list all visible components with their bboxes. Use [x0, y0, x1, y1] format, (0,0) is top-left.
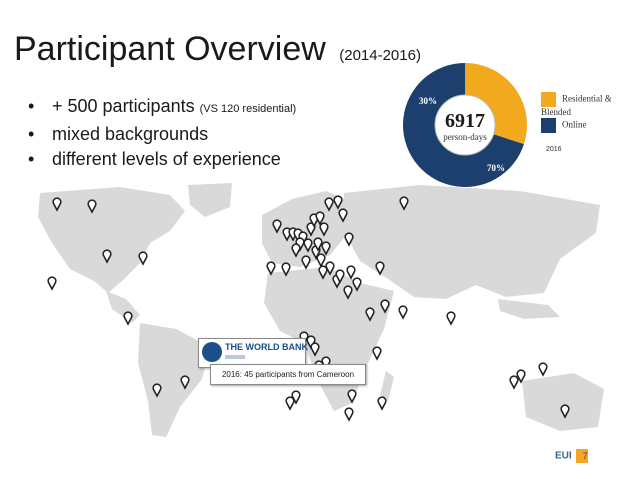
map-pin	[346, 265, 356, 280]
map-pin	[266, 261, 276, 276]
map-pin	[102, 249, 112, 264]
map-pin	[324, 197, 334, 212]
map-pin	[301, 255, 311, 270]
map-pin	[291, 390, 301, 405]
bullet-experience-text: different levels of experience	[52, 149, 281, 169]
legend-swatch-online	[541, 118, 556, 133]
globe-icon	[202, 342, 222, 362]
map-pin	[306, 222, 316, 237]
slice-label-online: 70%	[487, 163, 505, 173]
donut-hole	[434, 94, 496, 156]
map-pin	[272, 219, 282, 234]
page-number: 7	[575, 449, 588, 463]
landmass-central-america	[106, 291, 140, 323]
world-bank-logo-text: THE WORLD BANK	[225, 342, 308, 352]
eui-logo: EUI 7	[555, 449, 588, 463]
legend-label-residential: Residential & Blended	[541, 93, 612, 117]
map-pin	[281, 262, 291, 277]
map-pin	[313, 237, 323, 252]
slice-label-residential: 30%	[419, 96, 437, 106]
map-pin	[123, 311, 133, 326]
map-pin	[285, 396, 295, 411]
map-pin	[180, 375, 190, 390]
map-pin	[316, 253, 326, 268]
map-pin	[321, 241, 331, 256]
map-pin	[509, 375, 519, 390]
map-pin	[344, 407, 354, 422]
map-pin	[333, 195, 343, 210]
bullet-backgrounds-text: mixed backgrounds	[52, 124, 209, 144]
map-pin	[560, 404, 570, 419]
landmass-south-america	[138, 323, 210, 437]
donut-slice-0	[465, 63, 527, 145]
donut-slice-1	[403, 63, 524, 187]
map-pin	[52, 197, 62, 212]
bullet-experience: different levels of experience	[28, 147, 296, 172]
map-pin	[347, 389, 357, 404]
map-markers	[47, 195, 570, 422]
slide-title: Participant Overview (2014-2016)	[14, 30, 421, 69]
map-pin	[343, 285, 353, 300]
map-pin	[303, 238, 313, 253]
map-pin	[538, 362, 548, 377]
donut-slices	[403, 63, 527, 187]
map-pin	[325, 261, 335, 276]
landmass-australia	[522, 373, 604, 431]
bullet-participants-note: (VS 120 residential)	[199, 103, 297, 115]
donut-chart: 6917 person-days 30% 70%	[403, 63, 527, 187]
title-text: Participant Overview	[14, 30, 326, 68]
bullet-participants: + 500 participants (VS 120 residential)	[28, 94, 296, 122]
map-pin	[377, 396, 387, 411]
landmass-asia	[344, 185, 600, 299]
chart-year: 2016	[546, 146, 562, 153]
legend-online: Online	[541, 118, 587, 133]
legend-label-online: Online	[562, 119, 587, 130]
map-pin	[399, 196, 409, 211]
map-pin	[138, 251, 148, 266]
bullet-backgrounds: mixed backgrounds	[28, 122, 296, 147]
map-pin	[335, 269, 345, 284]
map-pin	[291, 243, 301, 258]
map-pin	[372, 346, 382, 361]
map-pin	[47, 276, 57, 291]
map-pin	[398, 305, 408, 320]
bullet-list: + 500 participants (VS 120 residential) …	[28, 94, 296, 172]
donut-unit: person-days	[443, 132, 487, 142]
legend-residential: Residential & Blended	[541, 92, 638, 117]
title-years: (2014-2016)	[339, 47, 421, 64]
map-pin	[152, 383, 162, 398]
cameroon-caption: 2016: 45 participants from Cameroon	[210, 364, 366, 385]
landmass-southeast-asia	[498, 299, 560, 319]
landmass-madagascar	[380, 371, 394, 401]
world-map	[38, 183, 604, 437]
map-pin	[344, 232, 354, 247]
bullet-participants-text: + 500 participants	[52, 96, 195, 116]
map-pin	[446, 311, 456, 326]
map-pin	[318, 265, 328, 280]
map-pin	[375, 261, 385, 276]
world-bank-logo-tagline	[225, 355, 245, 359]
map-pin	[306, 335, 316, 350]
donut-total: 6917	[445, 110, 485, 132]
landmass-greenland	[188, 183, 232, 217]
map-pin	[338, 208, 348, 223]
map-pin	[319, 222, 329, 237]
map-pin	[321, 356, 331, 371]
map-pin	[380, 299, 390, 314]
landmass-north-america	[38, 187, 185, 293]
map-pin	[516, 369, 526, 384]
map-pin	[310, 342, 320, 357]
map-pin	[315, 211, 325, 226]
eui-logo-text: EUI	[555, 450, 572, 462]
map-pin	[352, 277, 362, 292]
legend-swatch-residential	[541, 92, 556, 107]
map-pin	[87, 199, 97, 214]
map-pin	[365, 307, 375, 322]
